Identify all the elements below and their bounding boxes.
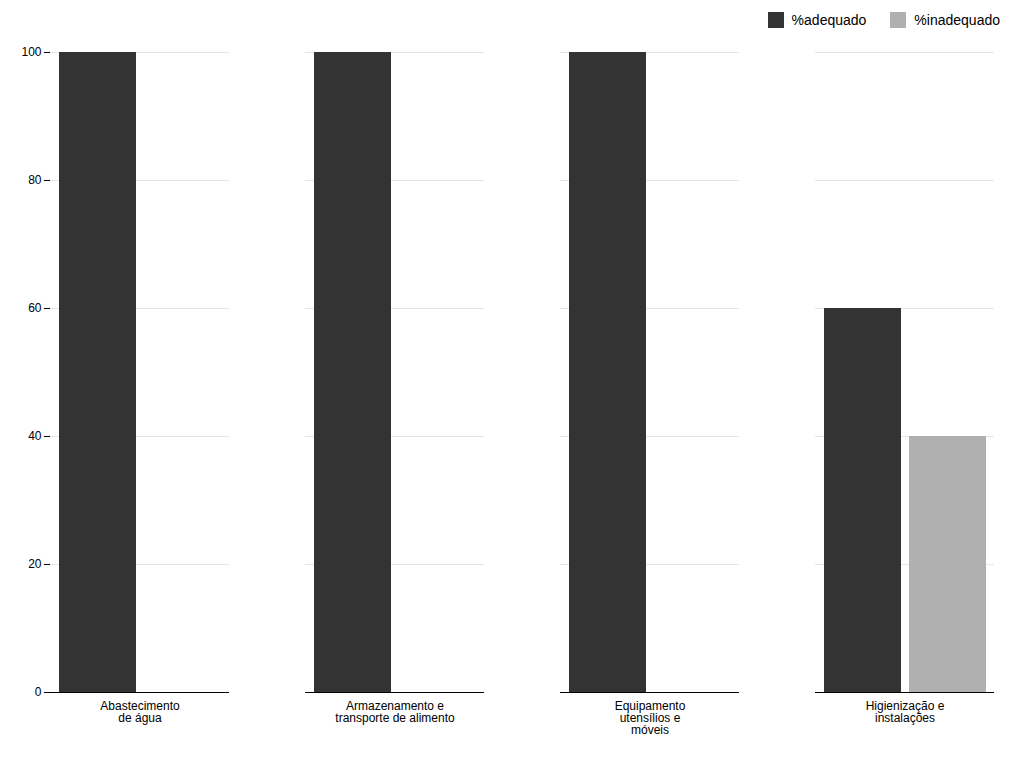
svg-text:Armazenamento etransporte de a: Armazenamento etransporte de alimento [335,699,455,725]
svg-text:0: 0 [35,685,42,699]
svg-text:60: 60 [28,301,42,315]
svg-text:Higienização einstalações: Higienização einstalações [866,699,945,725]
svg-text:20: 20 [28,557,42,571]
html-text:%inadequado: %inadequado [914,12,1000,28]
svg-text:Abastecimentode água: Abastecimentode água [100,699,180,725]
svg-text:40: 40 [28,429,42,443]
svg-text:Equipamentoutensílios emóveis: Equipamentoutensílios emóveis [615,699,686,737]
svg-text:100: 100 [21,45,41,59]
html-text:%adequado: %adequado [791,12,867,28]
svg-text:80: 80 [28,173,42,187]
